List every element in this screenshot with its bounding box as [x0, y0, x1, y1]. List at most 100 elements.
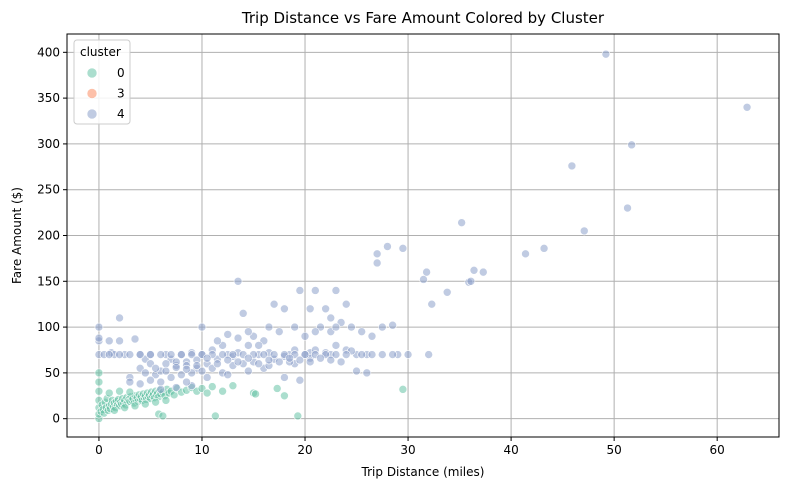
data-point-cluster-4: [377, 350, 387, 359]
data-point-cluster-4: [305, 304, 315, 314]
data-point-cluster-0: [120, 403, 130, 412]
data-point-cluster-4: [424, 350, 433, 359]
data-point-cluster-4: [151, 364, 160, 373]
data-point-cluster-4: [367, 331, 377, 341]
data-point-cluster-4: [269, 299, 279, 309]
data-point-cluster-4: [352, 366, 361, 376]
grid: [67, 34, 779, 437]
data-point-cluster-4: [331, 350, 341, 359]
data-point-cluster-4: [125, 350, 135, 359]
x-tick-label: 20: [297, 443, 312, 457]
data-point-cluster-4: [233, 276, 243, 286]
y-tick-label: 200: [37, 229, 60, 243]
y-axis-label: Fare Amount ($): [10, 187, 24, 284]
data-point-cluster-4: [130, 334, 140, 344]
data-point-cluster-4: [233, 357, 243, 367]
data-point-cluster-4: [469, 266, 479, 275]
data-point-cluster-4: [166, 350, 176, 359]
data-point-cluster-4: [254, 341, 263, 350]
data-point-cluster-4: [398, 244, 408, 253]
data-point-cluster-0: [94, 386, 104, 396]
data-point-cluster-4: [244, 327, 253, 336]
legend-marker-cluster-3: [86, 88, 98, 99]
data-point-cluster-4: [422, 267, 431, 277]
data-point-cluster-0: [104, 388, 114, 398]
data-point-cluster-4: [125, 377, 135, 387]
data-point-cluster-4: [269, 350, 279, 359]
x-tick-label: 60: [710, 443, 725, 457]
data-point-cluster-0: [115, 386, 124, 396]
data-point-cluster-4: [223, 370, 233, 380]
data-point-cluster-4: [372, 258, 382, 268]
data-point-cluster-4: [238, 309, 248, 318]
data-point-cluster-4: [466, 276, 476, 286]
data-point-cluster-4: [187, 350, 196, 359]
data-point-cluster-4: [372, 249, 382, 259]
data-point-cluster-4: [202, 353, 212, 363]
data-point-cluster-0: [207, 382, 217, 391]
data-point-cluster-4: [146, 350, 155, 359]
data-point-cluster-0: [211, 411, 220, 421]
data-point-cluster-4: [388, 350, 397, 359]
data-point-cluster-4: [135, 379, 145, 389]
data-point-cluster-4: [177, 350, 186, 359]
data-point-cluster-0: [141, 399, 150, 409]
data-points: [94, 49, 752, 423]
legend-label-cluster-0: 0: [117, 66, 125, 80]
legend-marker-cluster-0: [86, 67, 98, 79]
x-tick-label: 50: [606, 443, 621, 457]
legend-label-cluster-4: 4: [117, 107, 125, 121]
data-point-cluster-4: [244, 353, 253, 363]
data-point-cluster-4: [567, 161, 577, 171]
data-point-cluster-4: [457, 218, 466, 227]
data-point-cluster-4: [601, 49, 611, 59]
data-point-cluster-4: [94, 333, 104, 343]
data-point-cluster-4: [295, 355, 305, 365]
data-point-cluster-4: [223, 355, 233, 365]
data-point-cluster-4: [156, 350, 166, 359]
data-point-cluster-4: [419, 275, 428, 284]
data-point-cluster-4: [135, 350, 145, 359]
y-tick-label: 400: [37, 45, 60, 59]
data-point-cluster-4: [264, 355, 274, 365]
data-point-cluster-4: [177, 370, 186, 380]
data-point-cluster-4: [377, 322, 387, 332]
x-tick-label: 0: [95, 443, 103, 457]
data-point-cluster-4: [146, 375, 155, 385]
data-point-cluster-0: [125, 387, 135, 397]
y-tick-label: 300: [37, 137, 60, 151]
data-point-cluster-4: [305, 357, 315, 367]
data-point-cluster-0: [202, 388, 212, 398]
data-point-cluster-4: [141, 368, 150, 378]
legend-marker-cluster-4: [86, 108, 98, 120]
data-point-cluster-4: [326, 313, 336, 323]
data-point-cluster-4: [347, 322, 356, 332]
data-point-cluster-4: [223, 330, 233, 339]
legend-label-cluster-3: 3: [117, 87, 125, 101]
legend-box: [73, 39, 131, 125]
data-point-cluster-4: [264, 322, 274, 332]
data-point-cluster-0: [280, 391, 289, 401]
data-point-cluster-4: [311, 327, 320, 336]
legend: cluster 0 3 4: [73, 39, 131, 125]
data-point-cluster-4: [280, 304, 289, 314]
data-point-cluster-4: [427, 299, 437, 309]
data-point-cluster-0: [94, 368, 104, 378]
data-point-cluster-0: [110, 406, 119, 415]
data-point-cluster-4: [300, 331, 310, 341]
data-point-cluster-0: [218, 386, 227, 396]
data-point-cluster-4: [171, 363, 181, 372]
data-point-cluster-4: [115, 350, 124, 359]
data-point-cluster-4: [115, 336, 124, 346]
data-point-cluster-0: [293, 411, 303, 421]
data-point-cluster-4: [316, 353, 325, 363]
data-point-cluster-0: [251, 389, 260, 399]
data-point-cluster-4: [331, 322, 341, 332]
data-point-cluster-4: [623, 203, 632, 213]
y-tick-label: 350: [37, 91, 60, 105]
data-point-cluster-4: [233, 333, 243, 343]
legend-items: 0 3 4: [86, 66, 125, 121]
data-point-cluster-4: [478, 267, 488, 277]
data-point-cluster-4: [326, 355, 336, 365]
